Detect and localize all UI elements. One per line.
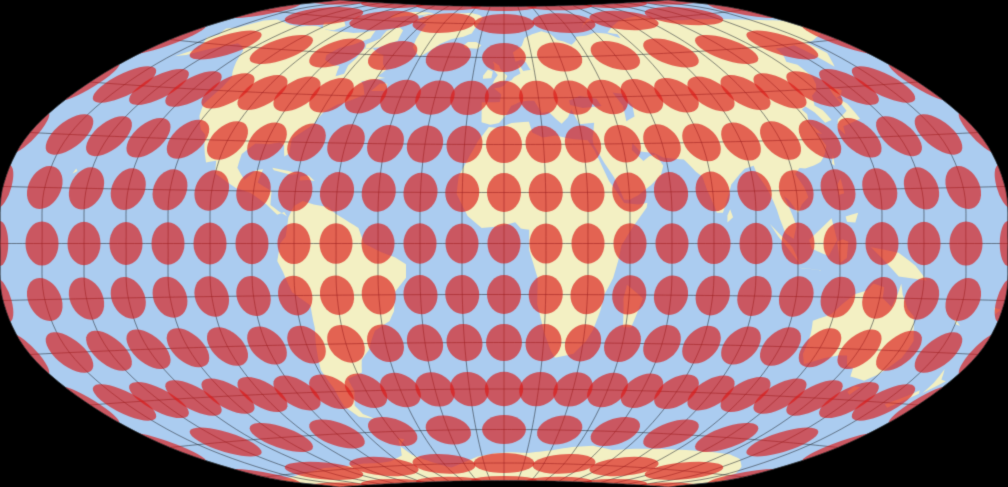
screenshot-root (0, 0, 1008, 487)
tissot-indicatrix-world-map-canvas (0, 0, 1008, 487)
world-map-figure (0, 0, 1008, 487)
